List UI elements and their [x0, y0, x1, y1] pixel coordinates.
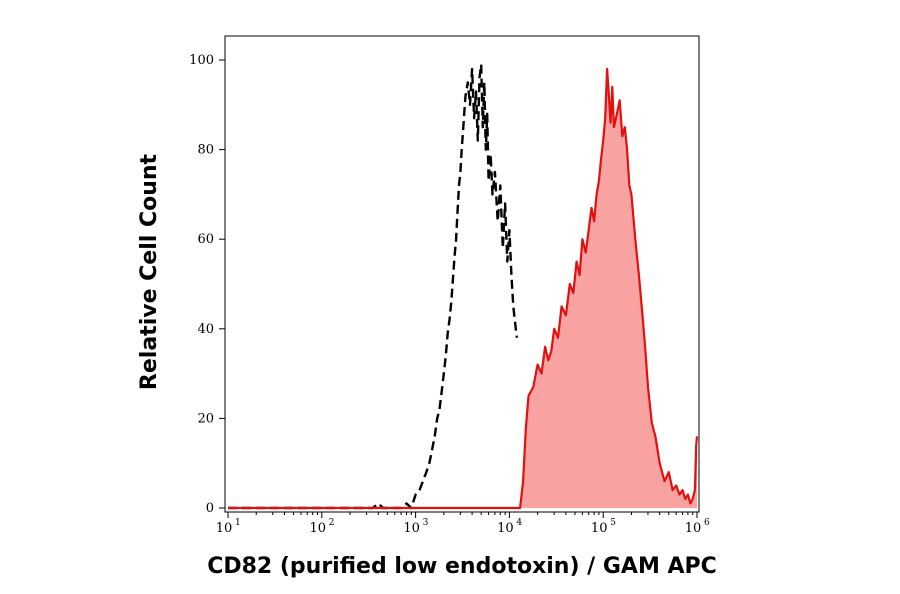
y-tick-label: 60 [197, 232, 214, 247]
x-tick-label: 10 [685, 521, 702, 536]
x-tick-exponent: 1 [235, 518, 241, 528]
series-1-line [228, 67, 699, 510]
y-tick-label: 100 [189, 53, 214, 68]
y-tick-label: 20 [197, 411, 214, 426]
x-tick-exponent: 5 [610, 518, 616, 528]
x-tick-exponent: 2 [329, 518, 335, 528]
x-tick-label: 10 [497, 521, 514, 536]
x-tick-exponent: 6 [704, 518, 710, 528]
x-tick-label: 10 [310, 521, 327, 536]
x-axis-ticks: 10 1 10 2 10 3 10 4 10 5 10 6 [216, 512, 710, 536]
x-axis-title: CD82 (purified low endotoxin) / GAM APC [207, 554, 717, 579]
series-0-dashed-line [228, 63, 518, 510]
x-tick-label: 10 [591, 521, 608, 536]
y-tick-label: 80 [197, 143, 214, 158]
plot-frame [224, 35, 700, 513]
x-tick-exponent: 3 [423, 518, 429, 528]
y-axis-title: Relative Cell Count [137, 153, 162, 390]
x-tick-label: 10 [403, 521, 420, 536]
series-1-area-fill [228, 69, 697, 508]
x-tick-exponent: 4 [516, 518, 522, 528]
y-tick-label: 40 [197, 322, 214, 337]
y-tick-label: 0 [206, 501, 214, 516]
y-axis-ticks: 0 20 40 60 80 100 [189, 53, 225, 516]
x-tick-label: 10 [216, 521, 233, 536]
plot-area [228, 63, 699, 510]
